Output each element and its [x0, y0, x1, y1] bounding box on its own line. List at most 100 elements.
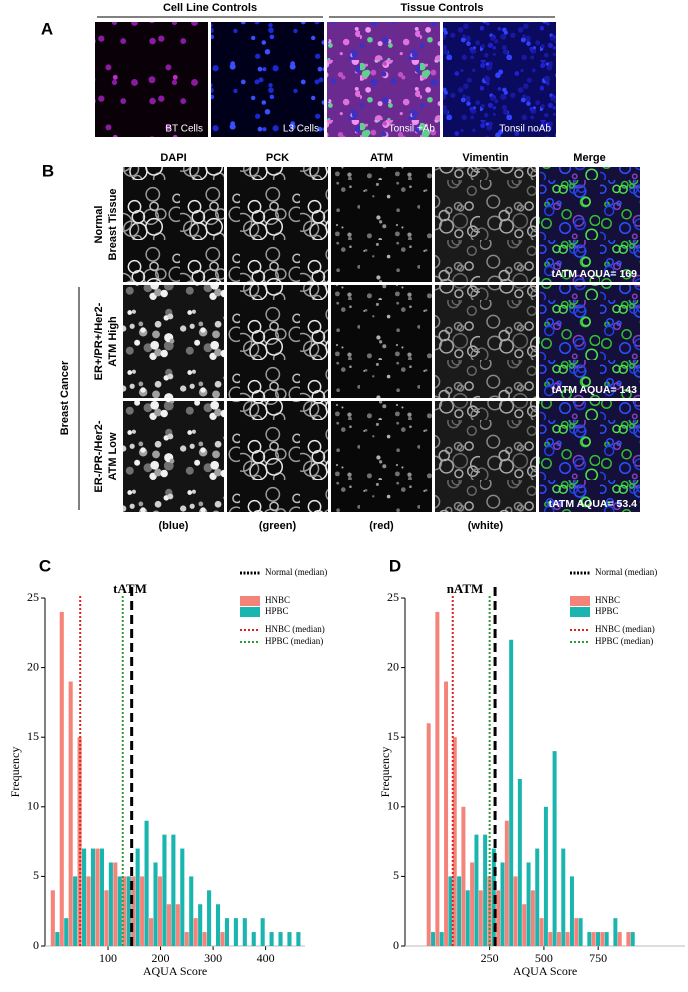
legend-label: HPBC [265, 606, 289, 616]
panel-label: D [389, 556, 401, 575]
histogram-bar [578, 918, 583, 946]
histogram-bar [184, 932, 189, 946]
legend-label: HNBC [595, 595, 620, 605]
channel-label: (green) [259, 520, 297, 532]
histogram-bar [175, 904, 180, 946]
histogram-bar [140, 876, 145, 946]
histogram-bar [439, 932, 444, 946]
legend-swatch [570, 596, 590, 606]
y-axis-label: Frequency [378, 747, 392, 798]
row-label: ER-/PR-/Her2- [93, 420, 105, 492]
histogram-bar [131, 876, 136, 946]
micrograph [227, 167, 328, 282]
x-axis-label: AQUA Score [513, 964, 577, 978]
histogram-bar [613, 918, 618, 946]
histogram-bar [260, 918, 265, 946]
histogram-bar [522, 904, 527, 946]
micrograph [331, 167, 432, 282]
histogram-bar [548, 932, 553, 946]
histogram-bar [55, 932, 60, 946]
micrograph [435, 401, 536, 512]
y-tick-label: 5 [393, 868, 399, 882]
histogram-bar [596, 932, 601, 946]
image-label: Tonsil noAb [499, 124, 551, 135]
x-tick-label: 250 [481, 951, 499, 965]
micrograph [331, 285, 432, 398]
histogram-bar [117, 876, 122, 946]
x-axis-label: AQUA Score [143, 964, 207, 978]
histogram-bar [535, 848, 540, 946]
micrograph [435, 167, 536, 282]
histogram-bar [496, 890, 501, 946]
y-tick-label: 15 [387, 729, 399, 743]
y-tick-label: 10 [27, 799, 39, 813]
histogram-bar [500, 862, 505, 946]
histogram-bar [153, 862, 158, 946]
y-tick-label: 15 [27, 729, 39, 743]
legend-swatch [570, 607, 590, 617]
histogram-bar [113, 862, 118, 946]
histogram-bar [470, 862, 475, 946]
panel-label: A [41, 19, 53, 38]
histogram-bar [565, 932, 570, 946]
legend-label: HPBC (median) [265, 636, 323, 646]
micrograph [123, 285, 224, 398]
row-label: ATM Low [107, 432, 119, 481]
micrograph [539, 167, 640, 282]
y-tick-label: 10 [387, 799, 399, 813]
histogram-bar [435, 611, 440, 946]
histogram-bar [630, 932, 635, 946]
panel-label: C [39, 556, 51, 575]
histogram-bar [269, 932, 274, 946]
histogram-bar [189, 876, 194, 946]
histogram-bar [587, 932, 592, 946]
x-tick-label: 750 [589, 951, 607, 965]
histogram-bar [444, 681, 449, 946]
histogram-bar [517, 778, 522, 946]
histogram-bar [539, 918, 544, 946]
histogram-bar [73, 876, 78, 946]
histogram-bar [224, 918, 230, 946]
histogram-bar [157, 876, 163, 946]
histogram-bar [251, 932, 256, 946]
column-header: Cell Line Controls [163, 2, 257, 14]
y-axis-label: Frequency [8, 747, 22, 798]
y-tick-label: 25 [387, 590, 399, 604]
image-label: L3 Cells [283, 124, 319, 135]
legend-label: HNBC [265, 595, 290, 605]
micrograph [443, 22, 556, 137]
histogram-bar [207, 890, 212, 946]
column-header: Tissue Controls [401, 2, 484, 14]
y-tick-label: 25 [27, 590, 39, 604]
histogram-bar [126, 876, 131, 946]
micrograph [227, 401, 328, 512]
histogram-bar [59, 611, 64, 946]
histogram-bar [202, 932, 207, 946]
row-label: Normal [93, 206, 105, 244]
column-header: PCK [266, 152, 289, 164]
x-tick-label: 100 [99, 951, 117, 965]
row-label: ER+/PR+/Her2- [93, 302, 105, 380]
micrograph [435, 285, 536, 398]
micrograph [327, 22, 440, 137]
y-tick-label: 0 [33, 938, 39, 952]
merge-label: tATM AQUA= 143 [552, 384, 638, 396]
legend-label: HNBC (median) [265, 624, 325, 634]
histogram-bar [64, 918, 69, 946]
x-tick-label: 500 [535, 951, 553, 965]
histogram-bar [180, 848, 185, 946]
histogram-bar [86, 876, 91, 946]
histogram-bar [90, 848, 96, 946]
histogram-bar [95, 848, 100, 946]
legend-label: HPBC (median) [595, 636, 653, 646]
row-label: Breast Tissue [107, 189, 119, 261]
column-header: DAPI [160, 152, 186, 164]
histogram-bar [452, 737, 457, 946]
histogram-bar [426, 723, 431, 946]
histogram-bar [478, 890, 483, 946]
y-tick-label: 0 [393, 938, 399, 952]
histogram-bar [431, 932, 436, 946]
micrograph [539, 285, 640, 398]
histogram-bar [296, 932, 301, 946]
